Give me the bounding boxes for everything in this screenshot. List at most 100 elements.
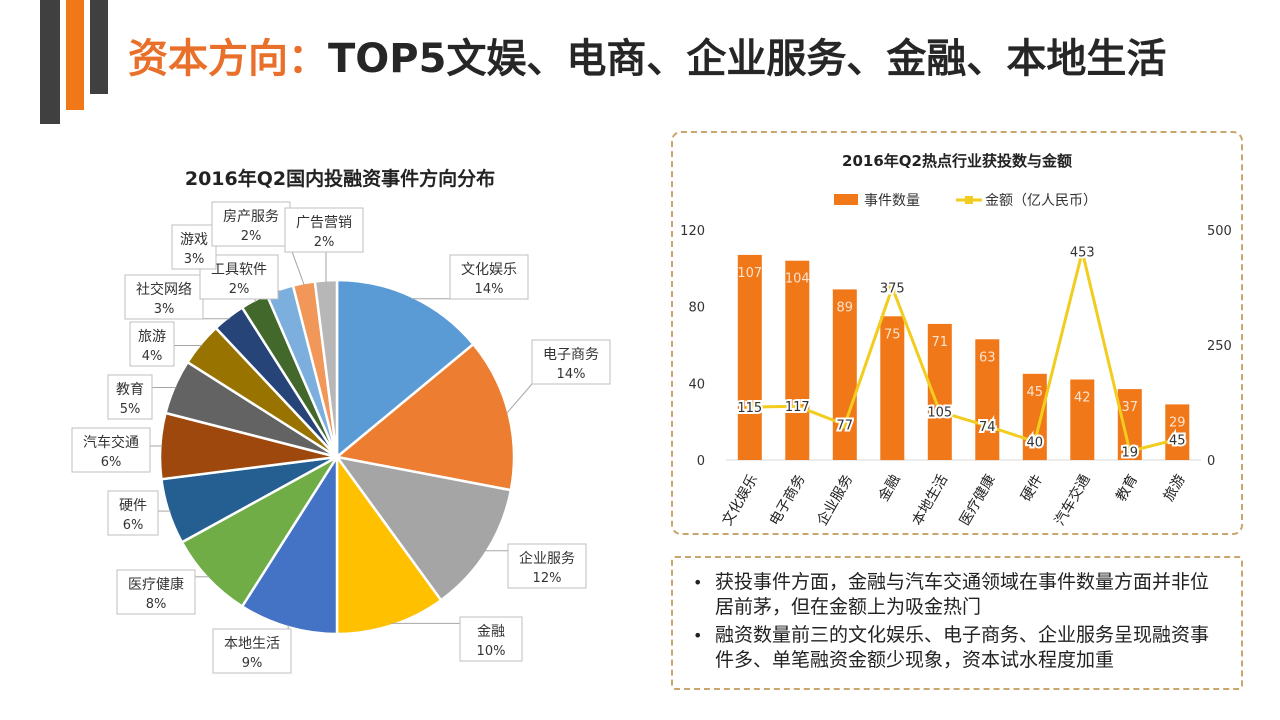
pie-label-box bbox=[507, 543, 587, 589]
line-value-label: 117 bbox=[785, 400, 810, 415]
pie-chart-title: 2016年Q2国内投融资事件方向分布 bbox=[184, 168, 496, 190]
pie-label-name: 房产服务 bbox=[223, 209, 279, 225]
decor-bar-gray bbox=[90, 0, 108, 94]
combo-chart-panel: 2016年Q2热点行业获投数与金额 事件数量 金额（亿人民币） 0 40 80 120 0 25… bbox=[671, 131, 1243, 535]
line-point bbox=[1030, 437, 1039, 446]
legend-marker bbox=[965, 196, 973, 204]
pie-label: 社交网络 3% bbox=[124, 274, 204, 320]
pie-label-name: 文化娱乐 bbox=[461, 262, 517, 278]
line-point bbox=[1125, 447, 1134, 456]
pie-label-name: 旅游 bbox=[138, 329, 166, 345]
pie-label: 医疗健康 8% bbox=[116, 569, 196, 615]
bar-value-label: 63 bbox=[979, 350, 996, 365]
line-point bbox=[1078, 247, 1087, 256]
combo-chart-title: 2016年Q2热点行业获投数与金额 bbox=[842, 152, 1072, 170]
pie-label-percent: 2% bbox=[241, 229, 262, 244]
pie-label: 本地生活 9% bbox=[212, 628, 292, 674]
x-category-label: 电子商务 bbox=[767, 472, 809, 528]
pie-label-box bbox=[124, 274, 204, 320]
pie-label-percent: 4% bbox=[142, 349, 163, 364]
line-point bbox=[745, 403, 754, 412]
title-highlight: 资本方向： bbox=[128, 36, 328, 82]
line-value-label: 105 bbox=[927, 406, 952, 421]
pie-label-name: 本地生活 bbox=[224, 636, 280, 652]
pie-label: 广告营销 2% bbox=[284, 207, 364, 253]
x-category-label: 教育 bbox=[1113, 472, 1141, 504]
legend-label: 金额（亿人民币） bbox=[985, 193, 1097, 209]
decor-bar-orange bbox=[66, 0, 84, 110]
bar bbox=[785, 260, 810, 460]
line-value-label: 77 bbox=[836, 419, 853, 434]
y-left-tick: 80 bbox=[688, 301, 705, 316]
line-point bbox=[935, 407, 944, 416]
bar bbox=[832, 289, 857, 460]
pie-label-percent: 3% bbox=[154, 302, 175, 317]
bar bbox=[737, 254, 762, 460]
pie-chart-panel: 文化娱乐 14% 电子商务 14% 企业服务 12% 金融 10% 本地生活 9% 医疗健康 8% 硬件… bbox=[60, 150, 620, 720]
pie-label-name: 医疗健康 bbox=[128, 576, 184, 593]
bar-value-label: 37 bbox=[1121, 400, 1138, 415]
bar-value-label: 29 bbox=[1169, 415, 1186, 430]
pie-label: 旅游 4% bbox=[129, 321, 175, 367]
x-category-label: 旅游 bbox=[1161, 472, 1189, 504]
pie-slice bbox=[240, 452, 339, 636]
pie-label-percent: 14% bbox=[475, 282, 504, 297]
pie-label: 教育 5% bbox=[107, 374, 153, 420]
pie-slice bbox=[335, 453, 443, 636]
line-value-label: 45 bbox=[1169, 433, 1186, 448]
bar-value-label: 42 bbox=[1074, 391, 1091, 406]
pie-leader-line bbox=[506, 383, 533, 414]
pie-leader-line bbox=[289, 245, 305, 286]
x-category-label: 医疗健康 bbox=[956, 472, 999, 529]
legend-label: 事件数量 bbox=[864, 193, 920, 209]
title-rest: TOP5文娱、电商、企业服务、金融、本地生活 bbox=[328, 36, 1167, 82]
pie-label: 房产服务 2% bbox=[211, 201, 291, 247]
pie-label-name: 工具软件 bbox=[211, 262, 267, 278]
line-value-label: 375 bbox=[880, 282, 905, 297]
legend-swatch-bar bbox=[834, 194, 858, 205]
bar bbox=[880, 316, 905, 461]
pie-label: 企业服务 12% bbox=[507, 543, 587, 589]
bar-value-label: 45 bbox=[1026, 385, 1043, 400]
line-point bbox=[793, 402, 802, 411]
bar-value-label: 89 bbox=[836, 300, 853, 315]
pie-label: 硬件 6% bbox=[107, 490, 159, 536]
pie-label-box bbox=[107, 490, 159, 536]
x-category-label: 本地生活 bbox=[909, 472, 951, 528]
pie-label-box bbox=[459, 616, 523, 662]
line-point bbox=[888, 283, 897, 292]
line-value-label: 453 bbox=[1070, 246, 1095, 261]
pie-slice bbox=[335, 278, 476, 460]
bar bbox=[1165, 404, 1190, 460]
pie-label-box bbox=[531, 339, 611, 385]
pie-label: 工具软件 2% bbox=[199, 254, 279, 300]
pie-label-percent: 2% bbox=[314, 235, 335, 250]
y-left-tick: 40 bbox=[688, 377, 705, 392]
pie-label-percent: 6% bbox=[101, 455, 122, 470]
bar bbox=[1022, 373, 1047, 461]
pie-label-name: 汽车交通 bbox=[83, 434, 139, 451]
note-item: 融资数量前三的文化娱乐、电子商务、企业服务呈现融资事件多、单笔融资金额少现象，资… bbox=[687, 623, 1227, 673]
legend: 事件数量 金额（亿人民币） bbox=[834, 193, 1097, 209]
pie-slice bbox=[180, 455, 339, 609]
pie-label-percent: 8% bbox=[146, 597, 167, 612]
bar bbox=[1070, 379, 1095, 460]
y-right-tick: 0 bbox=[1207, 454, 1215, 469]
pie-label-percent: 3% bbox=[184, 252, 205, 267]
pie-label-name: 教育 bbox=[116, 382, 144, 398]
pie-label-box bbox=[171, 224, 217, 270]
pie-label-name: 电子商务 bbox=[543, 347, 599, 363]
pie-label: 游戏 3% bbox=[171, 224, 217, 270]
pie-chart: 文化娱乐 14% 电子商务 14% 企业服务 12% 金融 10% 本地生活 9% 医疗健康 8% 硬件… bbox=[71, 201, 611, 674]
pie-label-box bbox=[116, 569, 196, 615]
pie-label-name: 金融 bbox=[477, 624, 505, 640]
x-category-label: 企业服务 bbox=[813, 472, 856, 529]
bar-value-label: 107 bbox=[737, 266, 762, 281]
pie-label-name: 广告营销 bbox=[296, 215, 352, 231]
decor-bar-dark bbox=[40, 0, 60, 124]
bar-value-label: 104 bbox=[785, 272, 810, 287]
bar-value-label: 75 bbox=[884, 327, 901, 342]
pie-label-box bbox=[449, 254, 529, 300]
line-point bbox=[1173, 435, 1182, 444]
pie-label-name: 社交网络 bbox=[136, 281, 192, 298]
